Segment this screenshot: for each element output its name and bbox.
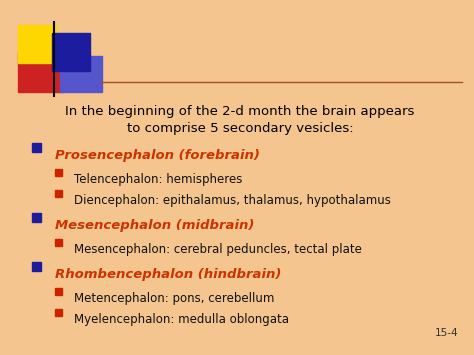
- Bar: [55, 288, 62, 295]
- Bar: [55, 309, 62, 316]
- Text: to comprise 5 secondary vesicles:: to comprise 5 secondary vesicles:: [127, 122, 353, 135]
- Text: Prosencephalon (forebrain): Prosencephalon (forebrain): [55, 149, 260, 162]
- Text: Rhombencephalon (hindbrain): Rhombencephalon (hindbrain): [55, 268, 282, 281]
- Text: Mesencephalon: cerebral peduncles, tectal plate: Mesencephalon: cerebral peduncles, tecta…: [74, 243, 362, 256]
- Bar: [32, 262, 41, 271]
- Text: In the beginning of the 2-d month the brain appears: In the beginning of the 2-d month the br…: [65, 105, 415, 118]
- Text: Diencephalon: epithalamus, thalamus, hypothalamus: Diencephalon: epithalamus, thalamus, hyp…: [74, 194, 391, 207]
- Text: Telencephalon: hemispheres: Telencephalon: hemispheres: [74, 173, 242, 186]
- Text: 15-4: 15-4: [434, 328, 458, 338]
- Bar: [55, 239, 62, 246]
- Bar: [32, 213, 41, 222]
- Bar: [55, 169, 62, 176]
- Bar: [52, 33, 90, 71]
- Text: Mesencephalon (midbrain): Mesencephalon (midbrain): [55, 219, 255, 232]
- Text: Myelencephalon: medulla oblongata: Myelencephalon: medulla oblongata: [74, 313, 289, 326]
- Text: Metencephalon: pons, cerebellum: Metencephalon: pons, cerebellum: [74, 292, 274, 305]
- Bar: [18, 52, 63, 92]
- Bar: [32, 143, 41, 152]
- Bar: [55, 190, 62, 197]
- Bar: [18, 25, 56, 63]
- Bar: [60, 56, 102, 92]
